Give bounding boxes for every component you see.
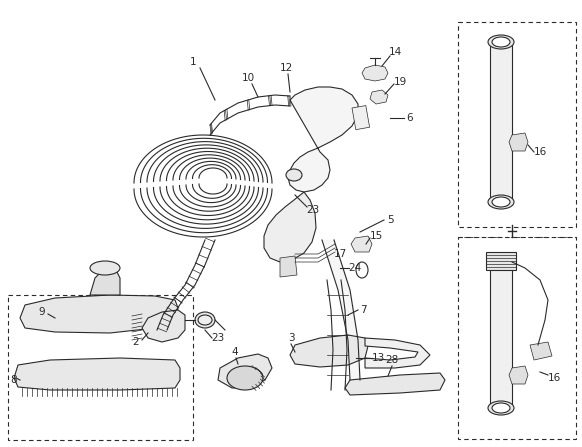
Polygon shape — [280, 256, 297, 277]
Polygon shape — [90, 268, 120, 295]
Bar — [490, 258, 512, 408]
Polygon shape — [509, 366, 528, 384]
Bar — [352, 105, 370, 130]
Polygon shape — [530, 342, 552, 360]
Text: 14: 14 — [388, 47, 402, 57]
Polygon shape — [351, 236, 372, 252]
Polygon shape — [362, 65, 388, 81]
Text: 23: 23 — [306, 205, 320, 215]
Text: 9: 9 — [38, 307, 45, 317]
Ellipse shape — [492, 197, 510, 207]
Text: 24: 24 — [349, 263, 361, 273]
Text: 4: 4 — [232, 347, 238, 357]
Text: 23: 23 — [211, 333, 225, 343]
Text: 2: 2 — [133, 337, 139, 347]
Polygon shape — [509, 133, 528, 151]
Text: 13: 13 — [371, 353, 385, 363]
Polygon shape — [264, 192, 316, 262]
Text: 6: 6 — [407, 113, 413, 123]
Bar — [8, 295, 193, 440]
Bar — [458, 237, 576, 439]
Ellipse shape — [492, 37, 510, 47]
Text: 7: 7 — [360, 305, 366, 315]
Text: 3: 3 — [288, 333, 294, 343]
Ellipse shape — [227, 366, 263, 390]
Ellipse shape — [488, 401, 514, 415]
Ellipse shape — [90, 261, 120, 275]
Bar — [490, 42, 512, 202]
Ellipse shape — [198, 315, 212, 325]
Text: 12: 12 — [279, 63, 293, 73]
Ellipse shape — [492, 403, 510, 413]
Text: 17: 17 — [333, 249, 347, 259]
Text: 5: 5 — [386, 215, 393, 225]
Polygon shape — [370, 90, 388, 104]
Text: 19: 19 — [393, 77, 407, 87]
Ellipse shape — [488, 35, 514, 49]
Polygon shape — [20, 295, 178, 333]
Bar — [458, 22, 576, 227]
Polygon shape — [290, 335, 368, 367]
Text: 1: 1 — [190, 57, 196, 67]
Polygon shape — [345, 373, 445, 395]
Polygon shape — [14, 358, 180, 390]
Polygon shape — [142, 310, 185, 342]
Text: 10: 10 — [242, 73, 254, 83]
Ellipse shape — [488, 195, 514, 209]
Ellipse shape — [195, 312, 215, 328]
Text: 16: 16 — [533, 147, 546, 157]
Text: 15: 15 — [370, 231, 382, 241]
Text: 8: 8 — [10, 375, 17, 385]
Text: 28: 28 — [385, 355, 399, 365]
Ellipse shape — [286, 169, 302, 181]
Text: 16: 16 — [548, 373, 560, 383]
Bar — [486, 252, 516, 270]
Polygon shape — [288, 87, 358, 192]
Polygon shape — [365, 338, 430, 368]
Polygon shape — [218, 354, 272, 388]
